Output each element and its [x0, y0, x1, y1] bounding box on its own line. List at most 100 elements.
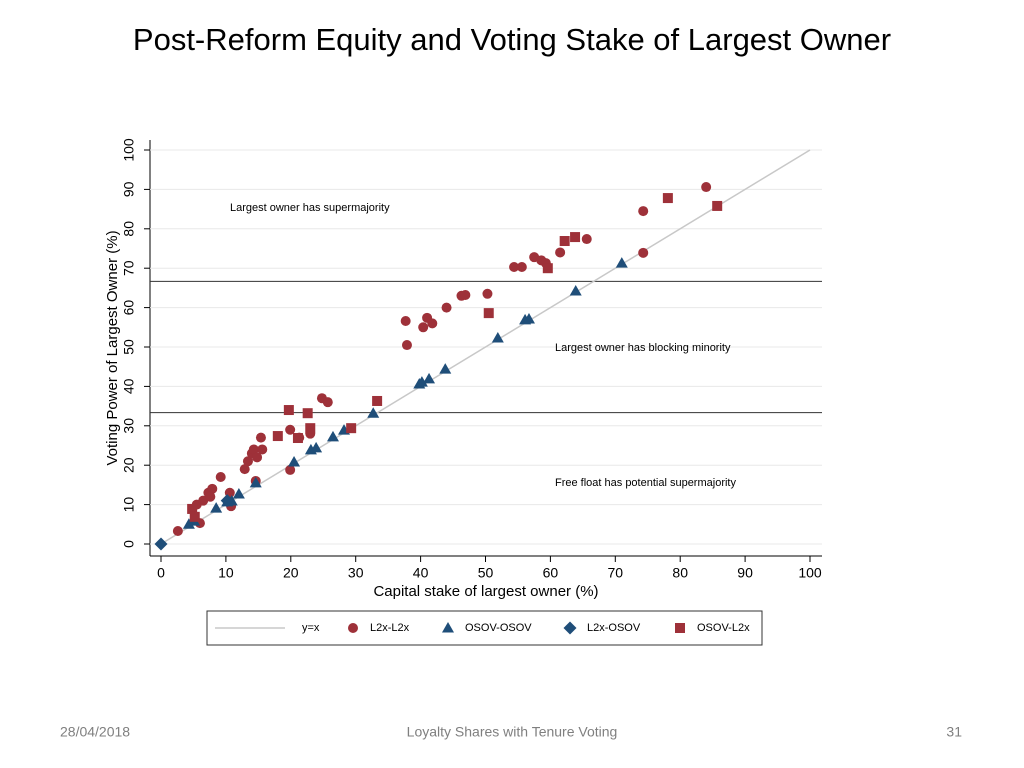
point — [285, 464, 296, 475]
legend-symbol — [442, 622, 454, 633]
point — [439, 363, 452, 374]
x-tick-label: 0 — [157, 565, 165, 581]
point — [205, 491, 216, 502]
y-tick-label: 80 — [121, 221, 137, 237]
point — [581, 234, 592, 245]
legend-label: L2x-OSOV — [587, 622, 641, 634]
point — [427, 318, 438, 329]
legend-label: OSOV-OSOV — [465, 622, 532, 634]
legend-label: y=x — [302, 622, 320, 634]
point — [187, 503, 198, 514]
point — [255, 432, 266, 443]
point — [615, 257, 628, 268]
point — [172, 525, 183, 536]
legend-symbol — [348, 623, 358, 633]
footer-date: 28/04/2018 — [60, 724, 130, 740]
point — [372, 395, 383, 406]
point — [701, 182, 712, 193]
x-tick-label: 20 — [283, 565, 299, 581]
point — [215, 472, 226, 483]
x-tick-label: 100 — [798, 565, 822, 581]
point — [522, 313, 535, 324]
point — [712, 200, 723, 211]
reference-line — [160, 149, 811, 545]
y-tick-label: 60 — [121, 300, 137, 316]
legend-box — [206, 610, 763, 646]
point — [305, 423, 316, 434]
y-tick-label: 20 — [121, 457, 137, 473]
y-tick-label: 70 — [121, 260, 137, 276]
point — [248, 444, 259, 455]
point — [207, 483, 218, 494]
x-axis-label: Capital stake of largest owner (%) — [373, 583, 598, 600]
point — [239, 464, 250, 475]
point — [542, 263, 553, 274]
x-tick-label: 50 — [478, 565, 494, 581]
annotation: Largest owner has supermajority — [230, 202, 390, 214]
x-tick-label: 90 — [737, 565, 753, 581]
point — [415, 376, 428, 387]
point — [423, 372, 436, 384]
legend-symbol — [675, 623, 685, 633]
x-tick-label: 60 — [543, 565, 559, 581]
point — [638, 206, 649, 217]
point — [252, 452, 263, 463]
point — [569, 285, 582, 296]
x-tick-label: 40 — [413, 565, 429, 581]
point — [509, 262, 520, 273]
footer-text: Loyalty Shares with Tenure Voting — [407, 724, 618, 740]
legend-label: OSOV-L2x — [697, 622, 750, 634]
point — [182, 518, 195, 529]
point — [516, 262, 527, 273]
y-tick-label: 50 — [121, 339, 137, 355]
point — [346, 423, 357, 434]
point — [285, 424, 296, 435]
annotation: Largest owner has blocking minority — [555, 342, 731, 354]
point — [400, 315, 411, 326]
point — [401, 340, 412, 351]
y-tick-label: 0 — [121, 540, 137, 548]
point — [232, 487, 245, 499]
point — [367, 407, 380, 418]
y-axis-label: Voting Power of Largest Owner (%) — [104, 230, 121, 465]
y-tick-label: 100 — [121, 138, 137, 162]
point — [302, 408, 313, 419]
point — [283, 405, 294, 416]
point — [220, 494, 234, 508]
point — [460, 289, 471, 300]
x-tick-label: 30 — [348, 565, 364, 581]
slide-title: Post-Reform Equity and Voting Stake of L… — [133, 22, 891, 57]
y-tick-label: 10 — [121, 497, 137, 513]
point — [483, 308, 494, 319]
point — [189, 511, 200, 522]
point — [638, 247, 649, 258]
point — [559, 236, 570, 247]
legend-label: L2x-L2x — [370, 622, 410, 634]
point — [288, 456, 301, 467]
point — [662, 193, 673, 204]
point — [555, 247, 566, 258]
y-tick-label: 30 — [121, 418, 137, 434]
legend-symbol — [563, 621, 577, 635]
point — [242, 456, 253, 467]
x-tick-label: 80 — [672, 565, 688, 581]
point — [210, 502, 223, 513]
point — [326, 430, 339, 442]
page-number: 31 — [946, 724, 962, 740]
y-tick-label: 90 — [121, 181, 137, 197]
point — [249, 476, 262, 488]
point — [491, 331, 504, 343]
point — [322, 397, 333, 408]
point — [292, 433, 303, 444]
point — [418, 322, 429, 333]
point — [154, 537, 168, 551]
x-tick-label: 70 — [608, 565, 624, 581]
y-tick-label: 40 — [121, 378, 137, 394]
point — [257, 444, 268, 455]
annotation: Free float has potential supermajority — [555, 477, 736, 489]
point — [570, 232, 581, 243]
point — [310, 441, 323, 453]
point — [482, 288, 493, 299]
